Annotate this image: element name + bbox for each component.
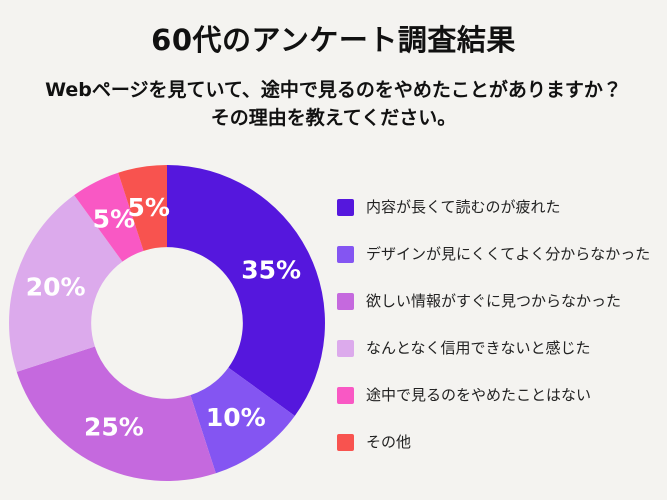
legend-swatch-6 [337, 433, 354, 451]
legend-item-2: デザインが見にくくてよく分からなかった [337, 243, 650, 265]
legend-item-6: その他 [337, 431, 650, 453]
segment-data-label-3: 25% [84, 413, 144, 442]
pie-segment-4 [8, 195, 123, 372]
legend-item-4: なんとなく信用できないと感じた [337, 337, 650, 359]
segment-data-label-5: 5% [93, 204, 135, 233]
segment-data-label-2: 10% [206, 403, 266, 432]
legend-label-3: 欲しい情報がすぐに見つからなかった [366, 292, 622, 310]
legend-swatch-1 [337, 198, 354, 216]
legend-label-2: デザインが見にくくてよく分からなかった [366, 245, 651, 263]
legend-swatch-2 [337, 245, 354, 263]
legend-label-4: なんとなく信用できないと感じた [366, 339, 591, 357]
pie-segment-1 [167, 165, 325, 416]
legend-swatch-4 [337, 339, 354, 357]
donut-chart: 35% 10% 25% 20% 5%5% [8, 165, 325, 482]
legend-swatch-3 [337, 292, 354, 310]
legend-item-3: 欲しい情報がすぐに見つからなかった [337, 290, 650, 312]
survey-question: Webページを見ていて、途中で見るのをやめたことがありますか？ その理由を教えてく… [0, 76, 667, 132]
pie-segment-5 [74, 172, 144, 262]
pie-segment-3 [16, 346, 216, 482]
segment-data-label-4: 20% [26, 272, 86, 301]
pie-segment-2 [190, 367, 295, 474]
segment-data-label-6: 5% [127, 193, 169, 222]
pie-segment-6 [118, 165, 167, 251]
chart-legend: 内容が長くて読むのが疲れたデザインが見にくくてよく分からなかった 欲しい情報がすぐ… [337, 196, 650, 453]
legend-label-6: その他 [366, 433, 412, 451]
survey-question-line1: Webページを見ていて、途中で見るのをやめたことがありますか？ [45, 79, 622, 101]
segment-data-label-1: 35% [241, 255, 301, 284]
legend-label-1: 内容が長くて読むのが疲れた [366, 198, 561, 216]
legend-item-5: 途中で見るのをやめたことはない [337, 384, 650, 406]
legend-swatch-5 [337, 386, 354, 404]
survey-question-line2: その理由を教えてください。 [210, 107, 457, 129]
page-title: 60代のアンケート調査結果 [151, 23, 516, 57]
legend-label-5: 途中で見るのをやめたことはない [366, 386, 592, 404]
legend-item-1: 内容が長くて読むのが疲れた [337, 196, 650, 218]
